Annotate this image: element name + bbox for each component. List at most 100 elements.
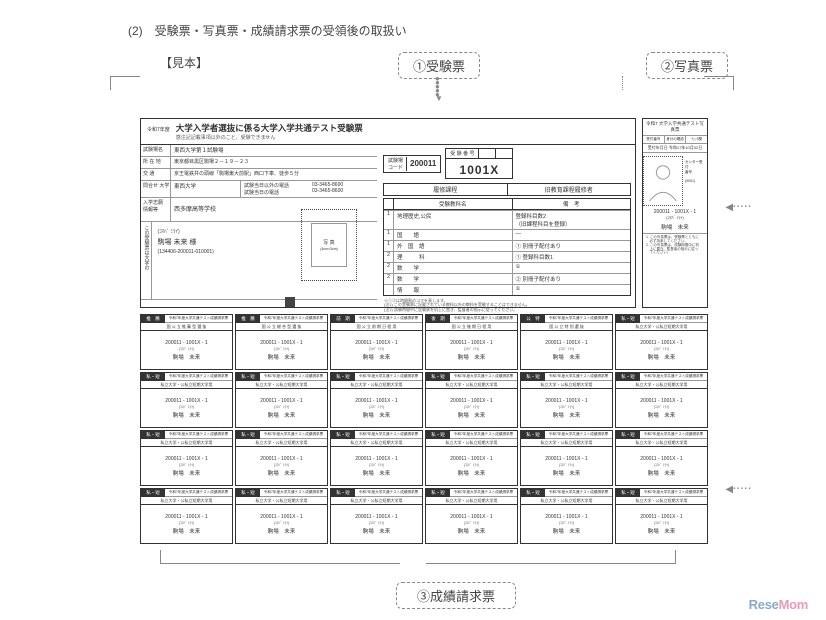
stub-badge: 私・短: [236, 431, 260, 439]
subject-row: 2理 科① 登録科目数1: [384, 251, 630, 262]
stub-kana: (ｺﾏﾊﾞ ﾐﾗｲ): [464, 521, 480, 526]
stub-subtitle: 国 公 立 総 合 型 選 抜: [236, 323, 327, 331]
photo-ticket-note: 1. この写真票は、受験票とともに 必ず持参してください。 2. この写真票は、…: [643, 233, 707, 257]
stub-code: 200011 - 1001X - 1: [260, 456, 302, 462]
label-course: 履修課程: [384, 184, 508, 195]
stub-name: 駒場 未来: [173, 469, 201, 477]
stub-subtitle: 私立大学・公私立短期大学用: [331, 439, 422, 447]
label-old-course: 旧教育課程履修者: [508, 184, 631, 195]
subject-row: 2数 学①: [384, 262, 630, 273]
score-request-stub: 私・短令和7年度大学共通テスト成績請求票私立大学・公私立短期大学用200011 …: [140, 372, 233, 428]
stub-name: 駒場 未来: [268, 527, 296, 535]
stub-name: 駒場 未来: [648, 411, 676, 419]
stub-code: 200011 - 1001X - 1: [355, 340, 397, 346]
stub-kana: (ｺﾏﾊﾞ ﾐﾗｲ): [179, 347, 195, 352]
stub-kana: (ｺﾏﾊﾞ ﾐﾗｲ): [274, 521, 290, 526]
stub-subtitle: 私立大学・公私立短期大学用: [426, 381, 517, 389]
stub-badge: 私・短: [141, 489, 165, 497]
callout-label: ②写真票: [661, 59, 713, 74]
subject-name: 情 報: [394, 285, 513, 295]
brand-logo: ReseMom: [749, 597, 808, 612]
subject-name: 地理歴史,公民: [394, 211, 513, 229]
stub-title: 令和7年度大学共通テスト成績請求票: [450, 431, 517, 439]
stub-code: 200011 - 1001X - 1: [545, 456, 587, 462]
stub-code: 200011 - 1001X - 1: [450, 514, 492, 520]
stub-code: 200011 - 1001X - 1: [450, 456, 492, 462]
stub-name: 駒場 未来: [173, 411, 201, 419]
bracket-top-left: [110, 76, 140, 90]
stub-name: 駒場 未来: [553, 469, 581, 477]
subject-row: 情 報①: [384, 284, 630, 295]
callout-label: ③成績請求票: [417, 589, 495, 604]
stub-subtitle: 私立大学・公私立短期大学用: [521, 497, 612, 505]
label-center-num: センター受付 番号: [685, 160, 705, 175]
stub-subtitle: 私立大学・公私立短期大学用: [616, 323, 707, 331]
subject-name: 国 語: [394, 230, 513, 240]
subject-day: 1: [384, 211, 394, 229]
label-school: 入学志願 情報等: [141, 198, 171, 221]
subject-remark: 登録科目数2 （旧課程科目を登録）: [513, 211, 631, 229]
stub-name: 駒場 未来: [458, 353, 486, 361]
stub-kana: (ｺﾏﾊﾞ ﾐﾗｲ): [274, 347, 290, 352]
stub-code: 200011 - 1001X - 1: [545, 398, 587, 404]
score-request-stub: 私・短令和7年度大学共通テスト成績請求票私立大学・公私立短期大学用200011 …: [235, 488, 328, 544]
stub-subtitle: 私立大学・公私立短期大学用: [521, 381, 612, 389]
stub-badge: 私・短: [426, 431, 450, 439]
admission-ticket-title: 大学入学者選抜に係る大学入学共通テスト受験票: [176, 122, 363, 134]
stub-name: 駒場 未来: [363, 527, 391, 535]
label-subject-name: 受験教科名: [394, 199, 513, 210]
stub-kana: (ｺﾏﾊﾞ ﾐﾗｲ): [464, 347, 480, 352]
stub-subtitle: 私立大学・公私立短期大学用: [236, 497, 327, 505]
subject-remark: ① 別冊子配付あり: [513, 241, 631, 251]
score-request-stub: 公 特令和7年度大学共通テスト成績請求票国 公 立 特 別 選 抜200011 …: [520, 314, 613, 370]
callout-label: ①受験票: [413, 59, 465, 74]
stub-kana: (ｺﾏﾊﾞ ﾐﾗｲ): [559, 463, 575, 468]
subject-row: 1国 語―: [384, 229, 630, 240]
stub-badge: 私・短: [521, 431, 545, 439]
photo-label: 写 真(4cm×3cm): [311, 223, 347, 267]
stub-badge: 私・短: [616, 489, 640, 497]
stub-badge: 公 特: [521, 315, 545, 323]
stub-title: 令和7年度大学共通テスト成績請求票: [545, 373, 612, 381]
label-venue-code: 試験場 コード: [388, 157, 407, 171]
stub-code: 200011 - 1001X - 1: [260, 398, 302, 404]
stub-kana: (ｺﾏﾊﾞ ﾐﾗｲ): [559, 405, 575, 410]
callout-photo-ticket: ②写真票: [646, 52, 728, 79]
stub-code: 200011 - 1001X - 1: [165, 456, 207, 462]
subject-name: 数 学: [394, 263, 513, 273]
subject-day: [384, 285, 394, 295]
stub-badge: 推 薦: [141, 315, 165, 323]
stub-title: 令和7年度大学共通テスト成績請求票: [545, 489, 612, 497]
stub-kana: (ｺﾏﾊﾞ ﾐﾗｲ): [369, 521, 385, 526]
subject-day: 1: [384, 230, 394, 240]
stub-code: 200011 - 1001X - 1: [260, 514, 302, 520]
score-request-stub: 私・短令和7年度大学共通テスト成績請求票私立大学・公私立短期大学用200011 …: [330, 430, 423, 486]
stub-title: 令和7年度大学共通テスト成績請求票: [355, 315, 422, 323]
blank-cell: [496, 149, 512, 159]
stub-badge: 私・短: [141, 373, 165, 381]
stub-kana: (ｺﾏﾊﾞ ﾐﾗｲ): [654, 347, 670, 352]
stub-code: 200011 - 1001X - 1: [640, 456, 682, 462]
value-venue: 東西大学第１試験場: [171, 145, 377, 156]
stub-title: 令和7年度大学共通テスト成績請求票: [355, 489, 422, 497]
pointer-arrow-right-2: ◀ ･ ･ ･ ･ ･: [725, 480, 750, 495]
score-request-stub: 前 期令和7年度大学共通テスト成績請求票国 公 立 前 期 日 程 用20001…: [330, 314, 423, 370]
score-request-stub: 私・短令和7年度大学共通テスト成績請求票私立大学・公私立短期大学用200011 …: [330, 372, 423, 428]
stub-title: 令和7年度大学共通テスト成績請求票: [260, 315, 327, 323]
callout-score-request-ticket: ③成績請求票: [396, 582, 516, 609]
document-sample: 令和7年度 大学入学者選抜に係る大学入学共通テスト受験票 感注記記載事項以外のこ…: [140, 118, 708, 548]
value-address: 東京都目黒区駒場２－１９－２３: [171, 157, 377, 168]
stub-title: 令和7年度大学共通テスト成績請求票: [640, 373, 707, 381]
sample-label: 【見本】: [160, 54, 208, 71]
label-transport: 交 通: [141, 169, 171, 180]
stub-subtitle: 国 公 立 後 期 日 程 用: [426, 323, 517, 331]
bracket-top-right: [704, 76, 734, 90]
stub-badge: 私・短: [616, 315, 640, 323]
label-tel: 試験当日以外の電話 試験当日の電話: [241, 181, 309, 197]
stub-code: 200011 - 1001X - 1: [545, 514, 587, 520]
stub-title: 令和7年度大学共通テスト成績請求票: [450, 489, 517, 497]
value-tel: 03-3465-8600 03-3465-8600: [309, 181, 377, 197]
score-request-stub: 私・短令和7年度大学共通テスト成績請求票私立大学・公私立短期大学用200011 …: [235, 430, 328, 486]
stub-name: 駒場 未来: [363, 469, 391, 477]
subject-remark: ② 別冊子配付あり: [513, 274, 631, 284]
